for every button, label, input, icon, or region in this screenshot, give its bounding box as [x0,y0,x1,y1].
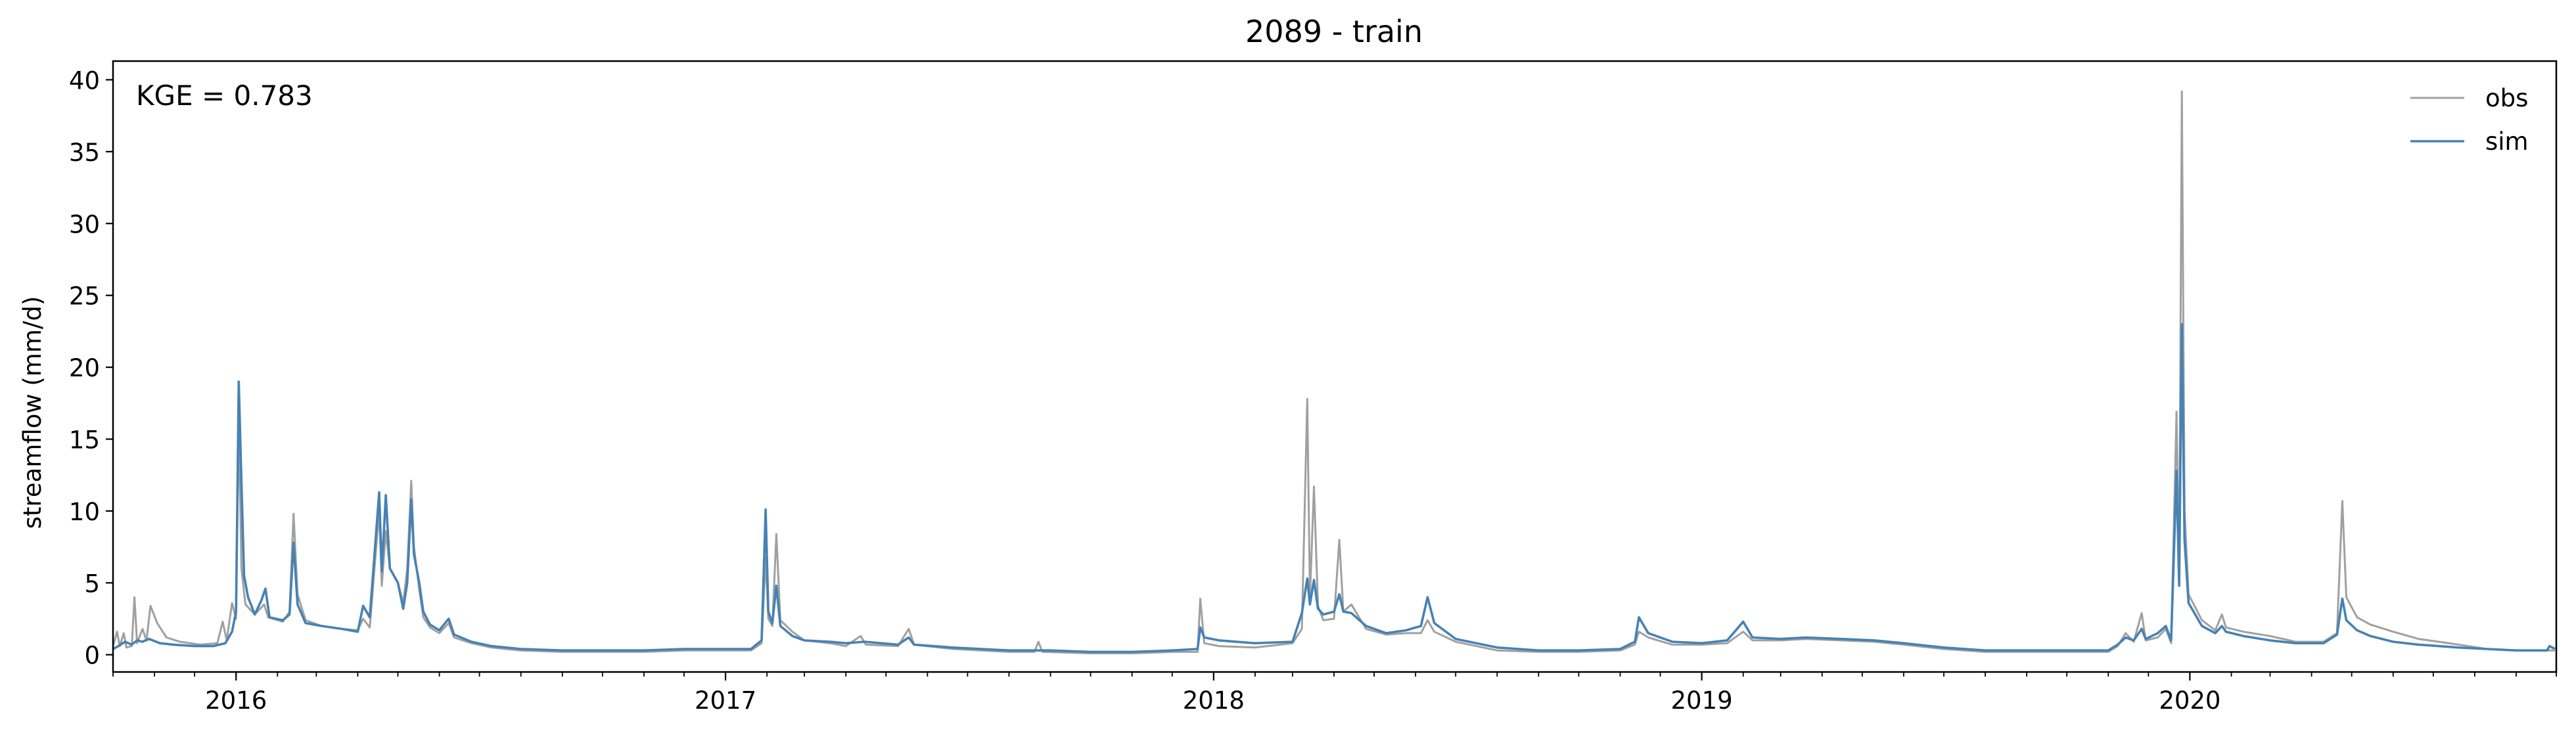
plot-frame [112,60,2558,673]
y-tick-label: 20 [69,354,100,382]
x-tick-label: 2017 [695,686,756,715]
y-tick-label: 35 [69,139,100,167]
legend: obs sim [2410,84,2529,156]
legend-label-obs: obs [2485,84,2528,112]
y-axis-label: streamflow (mm/d) [18,296,47,529]
y-axis: 0 5 10 15 20 25 30 35 40 [69,66,113,670]
y-tick-label: 30 [69,210,100,238]
y-tick-label: 10 [69,498,100,526]
series-layer [113,90,2556,655]
series-sim-line [113,323,2556,654]
y-tick-label: 40 [69,66,100,95]
x-tick-label: 2019 [1671,686,1733,715]
chart-title: 2089 - train [1245,14,1423,49]
y-tick-label: 5 [84,570,100,598]
y-tick-label: 25 [69,282,100,311]
x-tick-label: 2020 [2159,686,2220,715]
x-tick-label: 2016 [205,686,267,715]
series-obs-line [113,90,2555,655]
y-tick-label: 0 [84,642,100,670]
x-tick-label: 2018 [1183,686,1245,715]
y-tick-label: 15 [69,426,100,455]
x-axis: 2016 2017 2018 2019 2020 [112,672,2557,715]
kge-annotation: KGE = 0.783 [136,79,313,112]
legend-label-sim: sim [2485,127,2529,156]
